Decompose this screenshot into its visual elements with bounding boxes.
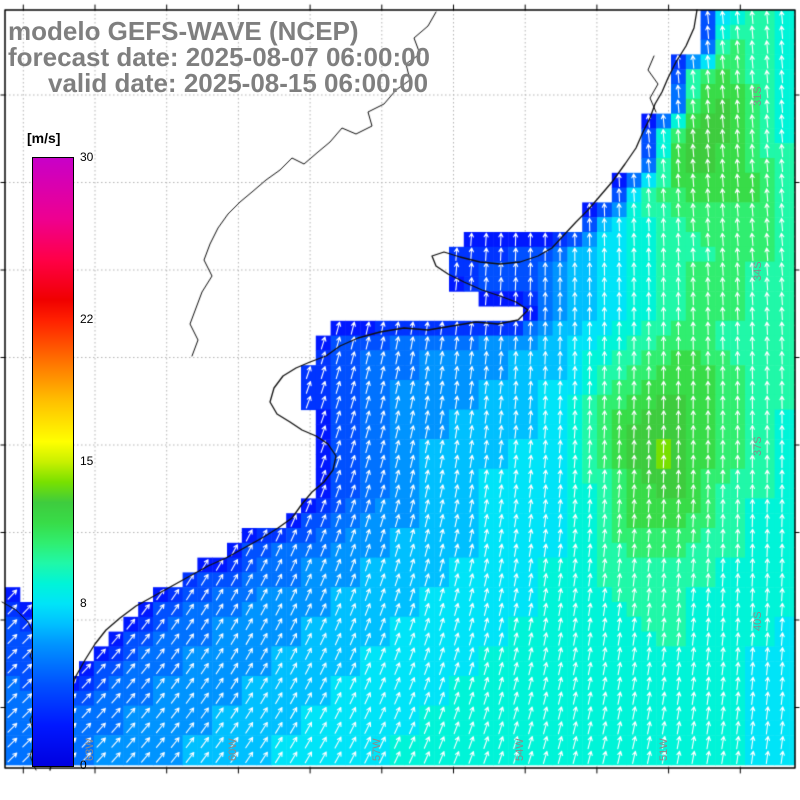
- colorbar-unit-label: [m/s]: [27, 130, 61, 146]
- longitude-label: 63W: [84, 738, 96, 761]
- latitude-label: 31S: [752, 86, 764, 106]
- model-title: modelo GEFS-WAVE (NCEP): [8, 16, 359, 46]
- map-header: modelo GEFS-WAVE (NCEP) forecast date: 2…: [8, 18, 430, 96]
- colorbar-tick: 22: [80, 312, 94, 327]
- latitude-label: 37S: [752, 436, 764, 456]
- colorbar-tick: 8: [80, 595, 87, 610]
- longitude-label: 57W: [370, 738, 383, 761]
- colorbar-tick: 15: [80, 454, 94, 468]
- colorbar-tick: 0: [80, 758, 87, 772]
- longitude-label: 60W: [227, 738, 240, 761]
- valid-date: valid date: 2025-08-15 06:00:00: [48, 68, 429, 98]
- longitude-label: 51W: [657, 738, 670, 761]
- forecast-date: forecast date: 2025-08-07 06:00:00: [8, 42, 431, 72]
- latitude-label: 34S: [752, 261, 764, 281]
- latitude-label: 40S: [752, 611, 764, 631]
- colorbar-gradient: [32, 157, 74, 767]
- colorbar-tick: 30: [80, 150, 94, 164]
- longitude-label: 54W: [514, 738, 527, 761]
